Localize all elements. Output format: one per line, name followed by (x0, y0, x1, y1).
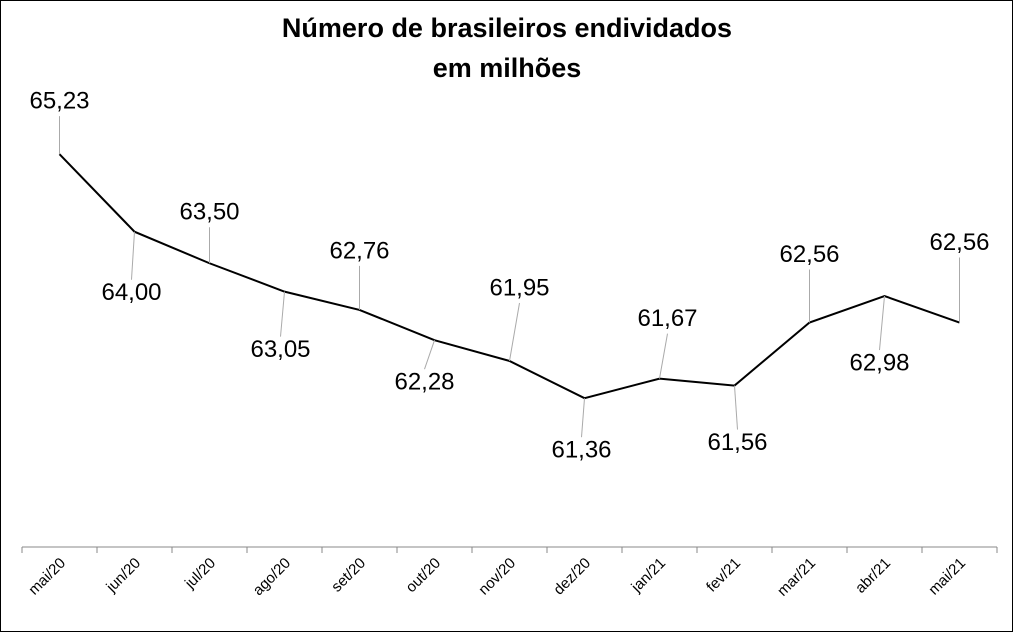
leader-line (659, 333, 668, 379)
leader-line (879, 295, 885, 351)
data-label: 61,95 (489, 274, 549, 301)
leader-line (424, 340, 435, 370)
leader-line (131, 231, 135, 280)
leader-line (280, 291, 285, 337)
data-label: 64,00 (101, 279, 161, 306)
data-label: 62,56 (779, 241, 839, 268)
data-label: 61,56 (707, 429, 767, 456)
data-label: 62,98 (849, 349, 909, 376)
data-label: 62,76 (329, 237, 389, 264)
leader-line (581, 398, 585, 438)
data-label: 63,50 (179, 199, 239, 226)
leader-line (734, 385, 738, 430)
leader-line (509, 302, 520, 362)
data-label: 65,23 (29, 88, 89, 115)
data-label: 61,67 (637, 305, 697, 332)
data-label: 62,28 (394, 369, 454, 396)
data-label: 62,56 (929, 229, 989, 256)
chart-title: em milhões (433, 53, 582, 83)
data-label: 63,05 (250, 336, 310, 363)
data-label: 61,36 (551, 437, 611, 464)
chart-title: Número de brasileiros endividados (282, 13, 732, 43)
